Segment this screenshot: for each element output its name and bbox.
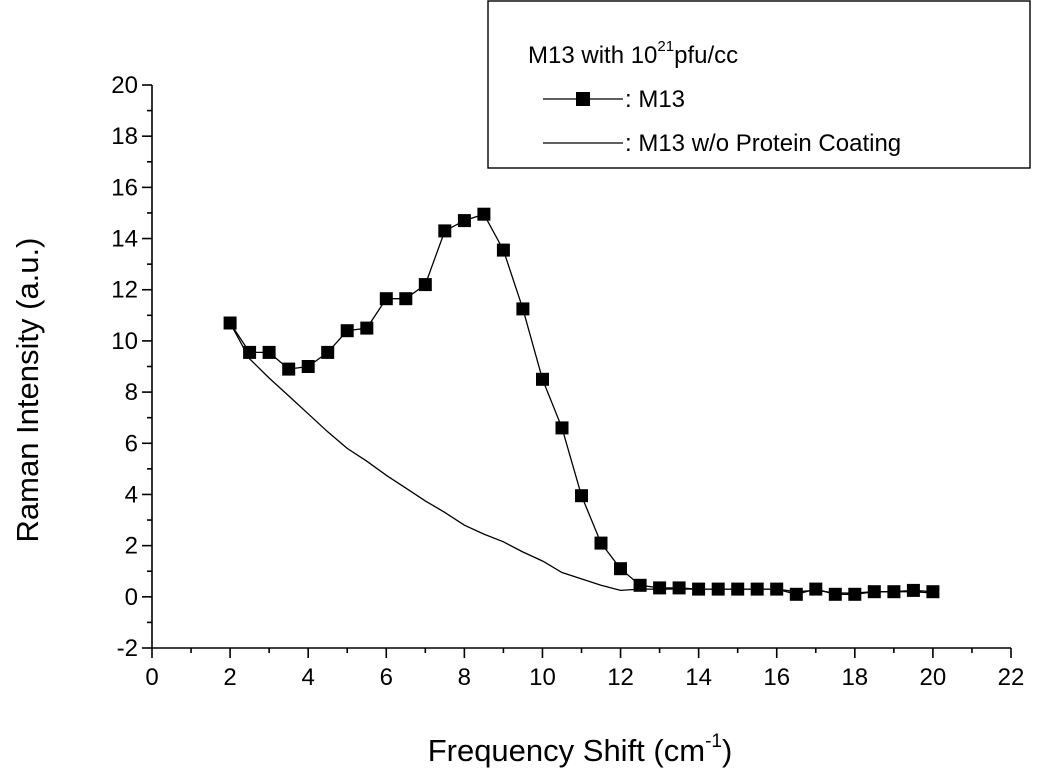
data-point [457, 214, 471, 228]
data-point [926, 585, 940, 599]
y-axis-title: Raman Intensity (a.u.) [10, 238, 45, 543]
data-point [243, 345, 257, 359]
data-point [496, 243, 510, 257]
legend-title-tail: pfu/cc [674, 42, 738, 69]
y-tick-label: 4 [125, 481, 138, 508]
legend-marker-m13 [576, 92, 590, 106]
x-tick-label: 0 [145, 664, 158, 691]
x-tick-label: 14 [685, 664, 712, 691]
data-point [321, 345, 335, 359]
data-point [477, 207, 491, 221]
x-tick-label: 10 [529, 664, 556, 691]
x-axis-title-text: Frequency Shift (cm [428, 733, 705, 768]
y-tick-label: 0 [125, 584, 138, 611]
x-tick-label: 12 [607, 664, 634, 691]
data-point [438, 224, 452, 238]
y-tick-label: 18 [111, 123, 138, 150]
series-layer [223, 207, 940, 601]
y-tick-label: 8 [125, 379, 138, 406]
data-point [594, 536, 608, 550]
data-point [614, 562, 627, 576]
x-tick-label: 8 [458, 664, 471, 691]
series-line-0 [229, 213, 933, 595]
data-point [282, 362, 296, 376]
legend-title: M13 with 1021pfu/cc [528, 38, 738, 69]
data-point [906, 583, 920, 597]
data-point [828, 587, 842, 601]
data-point [536, 372, 549, 386]
data-point [360, 321, 374, 335]
y-tick-label: 10 [111, 328, 138, 355]
x-tick-label: 4 [302, 664, 315, 691]
y-tick-label: 16 [111, 174, 138, 201]
legend-label-m13-no-protein: : M13 w/o Protein Coating [625, 130, 901, 157]
y-tick-label: 12 [111, 277, 138, 304]
data-point [516, 302, 530, 316]
x-axis-title: Frequency Shift (cm-1) [428, 731, 733, 768]
x-tick-label: 2 [223, 664, 236, 691]
x-tick-label: 16 [763, 664, 790, 691]
data-point [809, 582, 823, 596]
x-axis-title-tail: ) [722, 733, 732, 768]
y-tick-label: 20 [111, 72, 138, 99]
y-tick-label: -2 [117, 635, 138, 662]
y-tick-label: 14 [111, 226, 138, 253]
data-point [575, 489, 588, 503]
x-axis-title-superscript: -1 [705, 731, 722, 752]
x-tick-label: 22 [998, 664, 1025, 691]
legend: M13 with 1021pfu/cc : M13 : M13 w/o Prot… [487, 0, 1031, 169]
legend-title-text: M13 with 10 [528, 42, 657, 69]
data-point [379, 292, 393, 306]
data-point [848, 587, 862, 601]
data-point [555, 421, 569, 435]
legend-box [487, 0, 1031, 169]
data-point [418, 278, 432, 292]
y-tick-label: 6 [125, 430, 138, 457]
data-point [672, 581, 686, 595]
legend-label-m13: : M13 [625, 86, 685, 113]
data-point [262, 345, 276, 359]
x-tick-label: 6 [380, 664, 393, 691]
series-line-1 [229, 322, 933, 594]
y-tick-label: 2 [125, 533, 138, 560]
x-tick-label: 20 [920, 664, 947, 691]
x-tick-label: 18 [841, 664, 868, 691]
data-point [789, 587, 803, 601]
data-point [301, 360, 315, 373]
data-point [340, 324, 354, 338]
data-point [399, 292, 413, 306]
legend-title-superscript: 21 [657, 38, 674, 55]
axes: 0 2 4 6 8 10 12 14 16 18 20 22 -2 0 2 4 6 8 10 12 14 16 18 20 [111, 72, 1024, 691]
data-point [653, 581, 667, 595]
